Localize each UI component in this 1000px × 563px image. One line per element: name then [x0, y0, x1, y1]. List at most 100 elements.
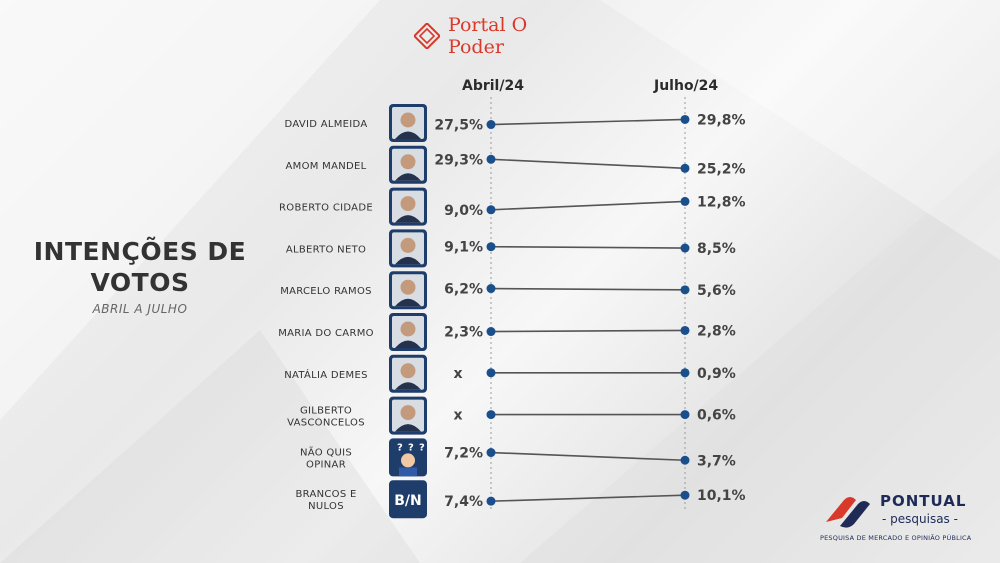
series-line — [490, 118, 686, 126]
value-label-julho: 8,5% — [697, 241, 736, 257]
value-label-julho: 2,8% — [697, 323, 736, 339]
pontual-name: PONTUAL — [880, 492, 967, 510]
series-line — [490, 287, 686, 291]
portal-logo-icon — [414, 23, 440, 49]
value-label-abril: 27,5% — [434, 118, 483, 134]
dot-abril — [486, 205, 496, 215]
photo-shoulders — [395, 173, 421, 181]
series-line — [490, 329, 686, 333]
dot-abril — [486, 410, 496, 420]
series-line — [490, 494, 686, 502]
question-mark: ? — [397, 442, 403, 453]
chart-title-block: INTENÇÕES DE VOTOS ABRIL A JULHO — [30, 236, 250, 316]
value-label-abril: 6,2% — [444, 282, 483, 298]
value-label-abril: 7,2% — [444, 446, 483, 462]
photo-face — [400, 405, 416, 421]
question-mark: ? — [408, 442, 414, 453]
photo-shoulders — [395, 131, 421, 139]
dot-julho — [680, 490, 690, 500]
dot-abril — [486, 448, 496, 458]
value-label-julho: 10,1% — [697, 488, 746, 504]
candidate-name: NULOS — [308, 501, 344, 512]
photo-shoulders — [395, 382, 421, 390]
dot-abril — [486, 368, 496, 378]
dot-abril — [486, 284, 496, 294]
photo-face — [400, 237, 416, 253]
column-header-julho: Julho/24 — [654, 78, 719, 94]
value-label-julho: 29,8% — [697, 112, 746, 128]
value-label-abril: 9,1% — [444, 240, 483, 256]
candidate-name: OPINAR — [306, 459, 346, 470]
candidate-name: BRANCOS E — [295, 489, 356, 500]
header-brand-name: Portal O Poder — [447, 14, 528, 58]
avatar-frame — [389, 480, 427, 519]
question-mark: ? — [419, 442, 425, 453]
candidate-name: NÃO QUIS — [300, 445, 352, 458]
candidate-name: VASCONCELOS — [287, 418, 365, 429]
question-person-body — [399, 467, 417, 477]
photo-shoulders — [395, 215, 421, 223]
chart-subtitle: ABRIL A JULHO — [92, 302, 188, 316]
dot-julho — [680, 114, 690, 124]
series-line — [490, 451, 686, 462]
value-label-abril: x — [453, 408, 462, 424]
value-label-julho: 0,6% — [697, 408, 736, 424]
photo-face — [400, 196, 416, 212]
value-label-abril: 2,3% — [444, 325, 483, 341]
candidate-name: NATÁLIA DEMES — [284, 368, 367, 381]
value-label-abril: 9,0% — [444, 203, 483, 219]
dot-julho — [680, 410, 690, 420]
value-label-julho: 12,8% — [697, 194, 746, 210]
series-line — [490, 200, 686, 211]
dot-abril — [486, 120, 496, 130]
photo-shoulders — [395, 424, 421, 432]
title-line-2: VOTOS — [90, 268, 190, 297]
pontual-logo: PONTUAL - pesquisas - PESQUISA DE MERCAD… — [820, 492, 990, 552]
photo-face — [400, 321, 416, 337]
candidate-name: ROBERTO CIDADE — [279, 203, 373, 214]
photo-face — [400, 363, 416, 379]
photo-face — [400, 112, 416, 128]
value-label-julho: 25,2% — [697, 161, 746, 177]
value-label-julho: 0,9% — [697, 366, 736, 382]
series-line — [490, 245, 686, 249]
candidate-name: ALBERTO NETO — [286, 244, 366, 255]
dot-julho — [680, 196, 690, 206]
dot-abril — [486, 496, 496, 506]
header-logo: Portal O Poder — [414, 14, 589, 58]
value-label-julho: 3,7% — [697, 453, 736, 469]
dot-abril — [486, 327, 496, 337]
dot-julho — [680, 455, 690, 465]
photo-shoulders — [395, 256, 421, 265]
dot-julho — [680, 368, 690, 378]
candidate-name: GILBERTO — [300, 406, 352, 417]
value-label-abril: 7,4% — [444, 494, 483, 510]
value-label-julho: 5,6% — [697, 283, 736, 299]
title-line-1: INTENÇÕES DE — [33, 237, 247, 266]
dot-julho — [680, 285, 690, 295]
value-label-abril: x — [453, 366, 462, 382]
dot-julho — [680, 163, 690, 173]
candidate-name: AMOM MANDEL — [286, 161, 367, 172]
candidate-name: DAVID ALMEIDA — [285, 119, 368, 130]
candidate-name: MARCELO RAMOS — [280, 286, 372, 297]
dot-abril — [486, 154, 496, 164]
dot-julho — [680, 325, 690, 335]
bn-badge-icon: B/N — [394, 493, 422, 509]
candidate-name: MARIA DO CARMO — [278, 328, 374, 339]
column-header-abril: Abril/24 — [462, 78, 524, 94]
pontual-tagline: PESQUISA DE MERCADO E OPINIÃO PÚBLICA — [820, 534, 972, 542]
photo-shoulders — [395, 340, 421, 348]
dot-julho — [680, 243, 690, 253]
value-label-abril: 29,3% — [434, 152, 483, 168]
photo-face — [400, 154, 416, 170]
photo-face — [400, 279, 416, 295]
dot-abril — [486, 242, 496, 252]
pontual-sub: - pesquisas - — [882, 512, 958, 526]
photo-shoulders — [395, 298, 421, 307]
pontual-logo-icon — [826, 497, 870, 528]
series-line — [490, 158, 686, 170]
question-person-icon — [401, 453, 415, 468]
